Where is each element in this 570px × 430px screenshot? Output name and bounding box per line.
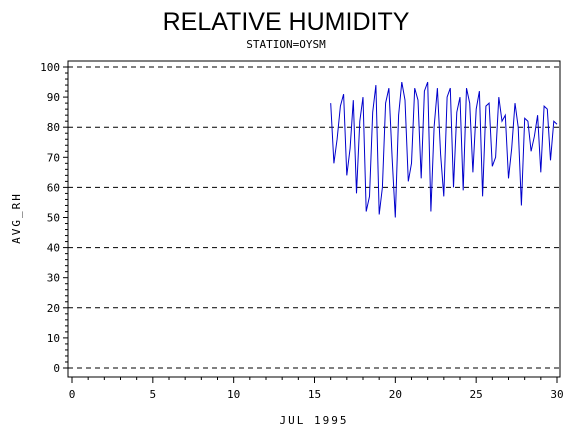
y-tick-label: 40 — [47, 242, 60, 255]
x-tick-label: 30 — [550, 388, 563, 401]
y-tick-label: 10 — [47, 332, 60, 345]
series-layer — [330, 81, 558, 218]
y-tick-label: 60 — [47, 181, 60, 194]
gridlines — [68, 66, 560, 369]
x-tick-label: 5 — [150, 388, 157, 401]
chart-subtitle: STATION=OYSM — [246, 38, 326, 51]
x-tick-label: 10 — [227, 388, 240, 401]
axis-ticks: 0 10 20 30 40 50 60 70 80 90 100 0 5 10 15 20 25 30 — [40, 61, 564, 401]
y-tick-label: 70 — [47, 151, 60, 164]
x-tick-label: 20 — [389, 388, 402, 401]
y-tick-label: 80 — [47, 121, 60, 134]
x-tick-label: 25 — [470, 388, 483, 401]
y-tick-label: 100 — [40, 61, 60, 74]
y-axis-label: AVG_RH — [10, 192, 23, 244]
y-tick-label: 90 — [47, 91, 60, 104]
y-tick-label: 30 — [47, 272, 60, 285]
x-tick-label: 0 — [69, 388, 76, 401]
series-line-0 — [330, 81, 558, 218]
chart-title: RELATIVE HUMIDITY — [163, 8, 410, 36]
y-tick-label: 50 — [47, 212, 60, 225]
y-tick-label: 20 — [47, 302, 60, 315]
x-axis-label: JUL 1995 — [280, 414, 349, 427]
x-tick-label: 15 — [308, 388, 321, 401]
y-tick-label: 0 — [53, 362, 60, 375]
